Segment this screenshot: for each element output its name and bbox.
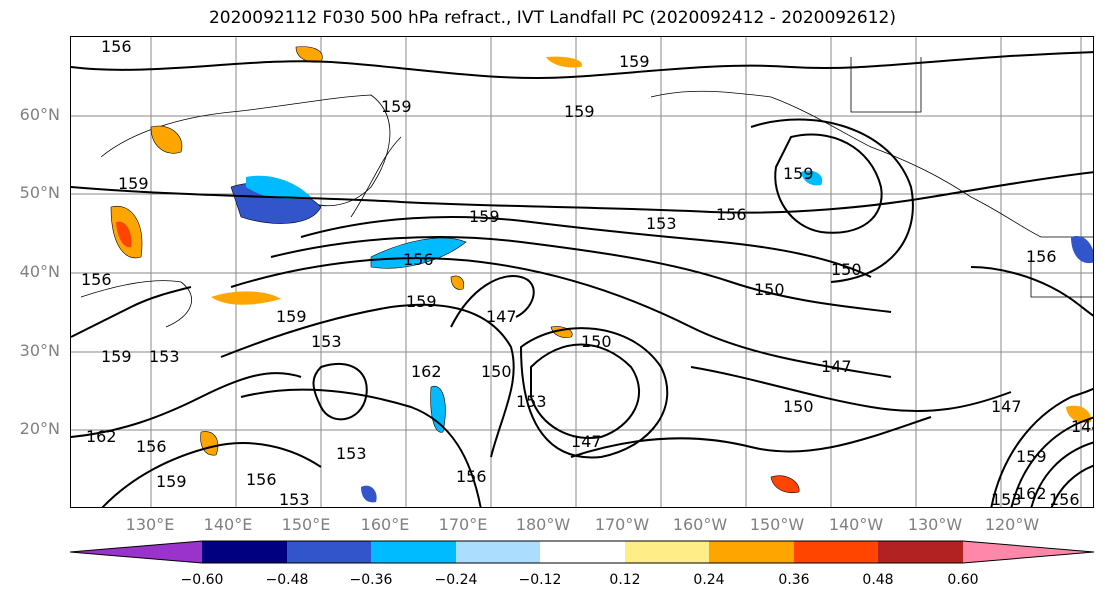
- contour-label: 162: [411, 362, 442, 381]
- contour-label: 159: [381, 97, 412, 116]
- contour-label: 159: [783, 164, 814, 183]
- lat-label: 30°N: [19, 341, 60, 360]
- lon-label: 150°W: [749, 515, 805, 534]
- contour-label-group: 156 159 159 159 159 153 156 159 150 156 …: [81, 37, 1094, 508]
- height-contours: [71, 51, 1093, 507]
- lon-label: 160°E: [360, 515, 410, 534]
- colorbar-segment: [878, 541, 963, 563]
- colorbar-tick: 0.24: [693, 572, 725, 588]
- contour-label: 159: [564, 102, 595, 121]
- colorbar: [70, 540, 1095, 564]
- colorbar-tick: −0.60: [180, 572, 224, 588]
- contour-label: 150: [481, 362, 512, 381]
- map-canvas: 156 159 159 159 159 153 156 159 150 156 …: [71, 37, 1094, 508]
- contour-label: 156: [456, 467, 487, 486]
- colorbar-segment: [625, 541, 709, 563]
- coastlines: [80, 57, 1093, 328]
- colorbar-tick: −0.48: [265, 572, 309, 588]
- colorbar-tick: 0.60: [947, 572, 979, 588]
- contour-label: 159: [406, 292, 437, 311]
- colorbar-segment: [371, 541, 456, 563]
- contour-label: 150: [783, 397, 814, 416]
- contour-label: 147: [571, 432, 602, 451]
- lon-label: 150°E: [281, 515, 331, 534]
- contour-label: 162: [1016, 484, 1047, 503]
- contour-label: 156: [81, 270, 112, 289]
- contour-label: 153: [279, 490, 310, 508]
- contour-label: 153: [646, 214, 677, 233]
- colorbar-tick: 0.12: [609, 572, 641, 588]
- map-title: 2020092112 F030 500 hPa refract., IVT La…: [208, 8, 896, 28]
- colorbar-tick: 0.48: [862, 572, 894, 588]
- colorbar-segment: [287, 541, 371, 563]
- colorbar-segment: [794, 541, 878, 563]
- colorbar-segment: [540, 541, 625, 563]
- contour-label: 159: [101, 347, 132, 366]
- contour-label: 153: [311, 332, 342, 351]
- contour-label: 147: [821, 357, 852, 376]
- lon-label: 180°W: [515, 515, 571, 534]
- contour-label: 159: [276, 307, 307, 326]
- anomaly-shading: [110, 46, 1093, 503]
- colorbar-tick: −0.12: [518, 572, 562, 588]
- lon-label: 130°W: [907, 515, 963, 534]
- contour-label: 144: [1071, 417, 1094, 436]
- contour-label: 159: [1016, 447, 1047, 466]
- contour-label: 147: [991, 397, 1022, 416]
- lat-label: 60°N: [19, 105, 60, 124]
- contour-label: 156: [403, 250, 434, 269]
- lon-label: 160°W: [672, 515, 728, 534]
- contour-label: 159: [469, 207, 500, 226]
- lon-label: 170°W: [594, 515, 650, 534]
- colorbar-segment: [709, 541, 794, 563]
- contour-label: 156: [136, 437, 167, 456]
- colorbar-segment: [456, 541, 540, 563]
- contour-label: 156: [1026, 247, 1057, 266]
- contour-label: 153: [516, 392, 547, 411]
- contour-label: 147: [486, 307, 517, 326]
- lon-label: 130°E: [125, 515, 175, 534]
- colorbar-segment: [202, 541, 287, 563]
- contour-label: 156: [246, 470, 277, 489]
- contour-label: 153: [336, 444, 367, 463]
- contour-label: 159: [156, 472, 187, 491]
- contour-label: 156: [101, 37, 132, 56]
- colorbar-tick: −0.24: [434, 572, 478, 588]
- lon-label: 140°W: [828, 515, 884, 534]
- colorbar-tick: 0.36: [778, 572, 810, 588]
- contour-label: 150: [831, 260, 862, 279]
- lon-label: 170°E: [438, 515, 488, 534]
- contour-label: 153: [149, 347, 180, 366]
- contour-label: 156: [716, 205, 747, 224]
- contour-label: 162: [86, 427, 117, 446]
- lon-label: 140°E: [203, 515, 253, 534]
- contour-label: 159: [118, 174, 149, 193]
- contour-label: 156: [1049, 490, 1080, 508]
- contour-label: 159: [619, 52, 650, 71]
- colorbar-outline: [70, 540, 1095, 564]
- contour-label: 150: [581, 332, 612, 351]
- graticule: [71, 37, 1093, 507]
- colorbar-tick: −0.36: [349, 572, 393, 588]
- map-panel: 156 159 159 159 159 153 156 159 150 156 …: [70, 36, 1094, 508]
- lat-label: 40°N: [19, 262, 60, 281]
- colorbar-segments: [70, 540, 1095, 564]
- lat-label: 20°N: [19, 419, 60, 438]
- colorbar-segment: [70, 541, 202, 563]
- contour-label: 150: [754, 280, 785, 299]
- lon-label: 120°W: [984, 515, 1040, 534]
- lat-label: 50°N: [19, 183, 60, 202]
- contour-label: 153: [991, 490, 1022, 508]
- colorbar-segment: [963, 541, 1094, 563]
